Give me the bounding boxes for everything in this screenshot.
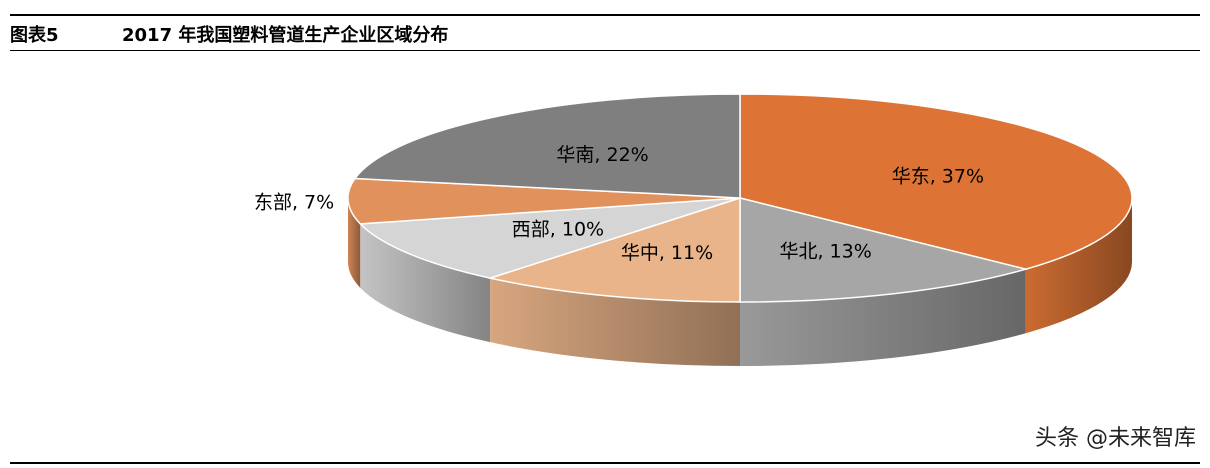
watermark: 头条 @未来智库 [1035, 426, 1196, 451]
pie-tops [347, 93, 1133, 303]
figure-title: 2017 年我国塑料管道生产企业区域分布 [122, 25, 449, 46]
pie-slice-华南 [353, 93, 741, 199]
pie-label-西部: 西部, 10% [512, 219, 604, 241]
top-rule [10, 14, 1200, 16]
pie-labels: 华东, 37% 华北, 13% 华中, 11% 西部, 10% 东部, 7% 华南, 22… [254, 144, 984, 264]
pie-side-华北 [740, 269, 1026, 366]
pie-slice-华北 [739, 197, 1029, 303]
pie-label-华东: 华东, 37% [892, 165, 984, 187]
pie-side-华中 [490, 278, 740, 366]
pie-label-东部: 东部, 7% [254, 191, 334, 213]
pie-label-华北: 华北, 13% [779, 241, 871, 263]
pie-slice-华中 [487, 196, 741, 303]
pie-side-西部 [360, 223, 491, 343]
figure-number: 图表5 [10, 25, 59, 46]
bottom-rule [10, 462, 1200, 464]
figure-header: 图表5 2017 年我国塑料管道生产企业区域分布 [10, 20, 448, 48]
pie-sides [348, 198, 1132, 366]
pie-side-华东 [1025, 198, 1132, 334]
header-rule [10, 50, 1200, 51]
pie-slice-东部 [347, 177, 741, 225]
pie-label-华南: 华南, 22% [556, 144, 648, 166]
pie-slice-华东 [739, 93, 1133, 270]
pie-label-华中: 华中, 11% [621, 242, 713, 264]
